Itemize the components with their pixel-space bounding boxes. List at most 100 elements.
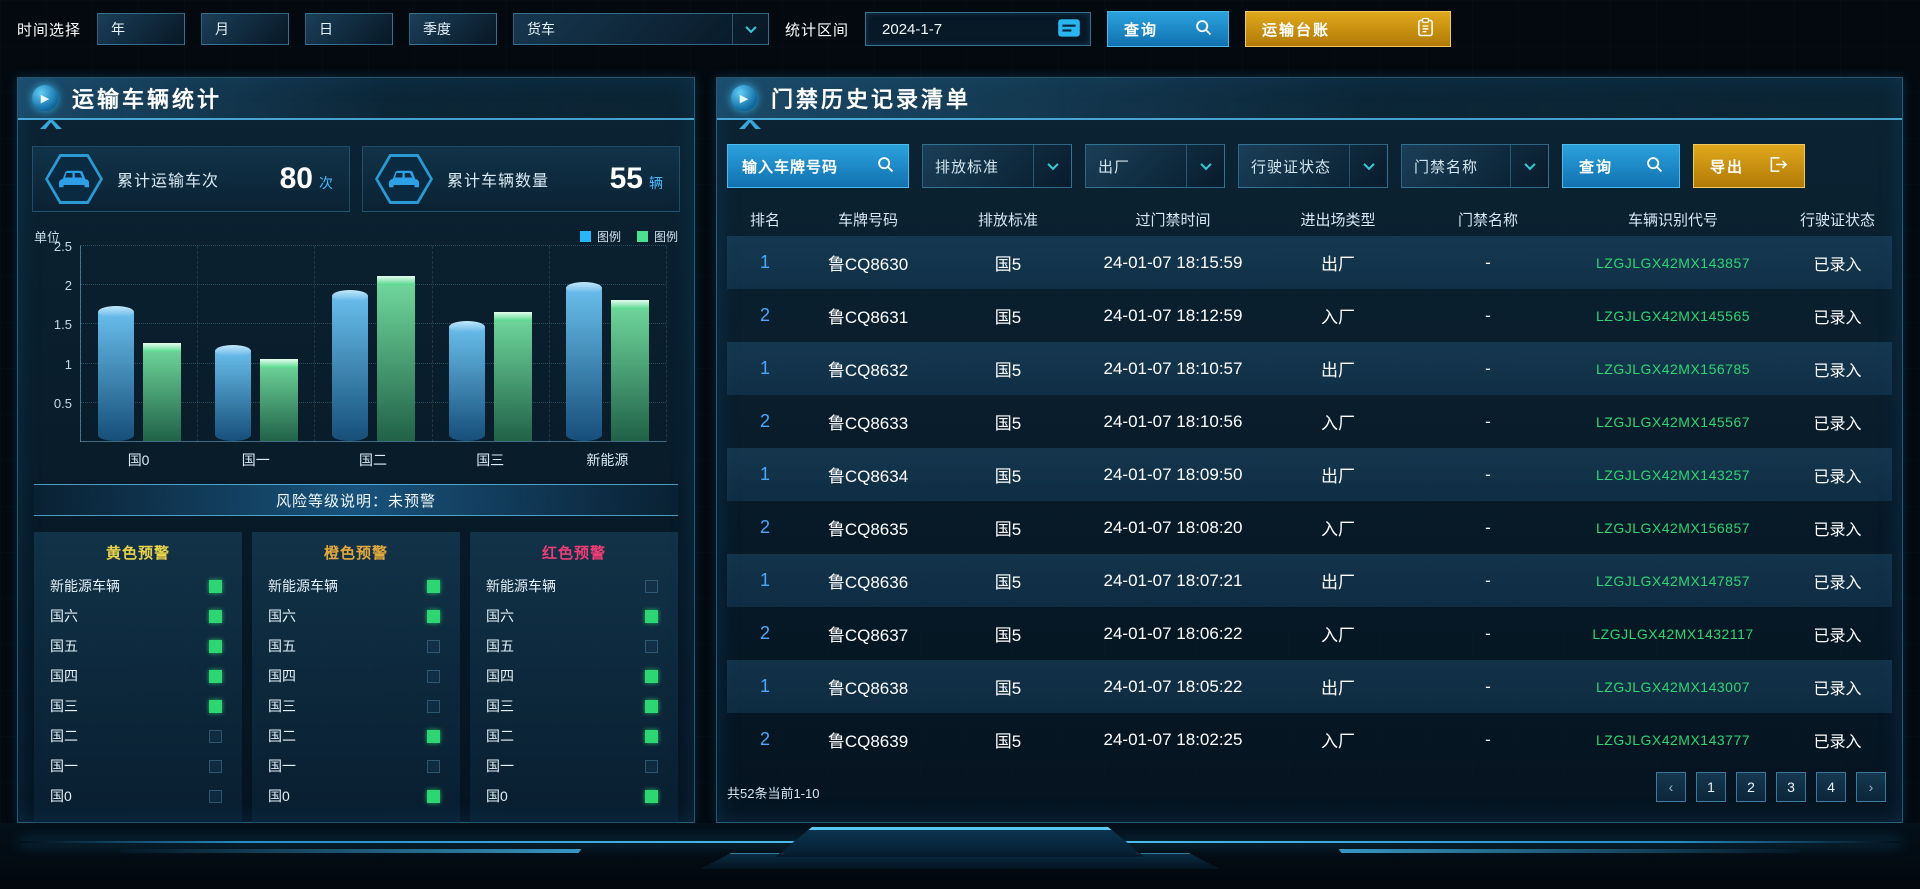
warning-checkbox[interactable] [209, 609, 222, 623]
warning-checkbox[interactable] [427, 759, 440, 773]
warning-checkbox[interactable] [427, 579, 440, 593]
table-row[interactable]: 1 鲁CQ8634 国5 24-01-07 18:09:50 出厂 - LZGJLGX42M… [727, 448, 1892, 501]
cell-time: 24-01-07 18:15:59 [1103, 252, 1243, 272]
pagination-page-3[interactable]: 3 [1776, 772, 1806, 802]
pagination-prev[interactable]: ‹ [1656, 772, 1686, 802]
export-button[interactable]: 导出 [1693, 144, 1805, 188]
warning-row: 国0 [470, 781, 678, 811]
car-icon [45, 154, 103, 204]
cell-standard: 国5 [994, 520, 1022, 539]
warning-label: 国五 [486, 638, 514, 654]
cell-gatename: - [1485, 411, 1491, 431]
legend-swatch [579, 230, 591, 242]
filter-dropdown-0[interactable]: 排放标准 [922, 144, 1072, 188]
right-panel-header: ▶ 门禁历史记录清单 [717, 78, 1902, 120]
warning-checkbox[interactable] [645, 729, 658, 743]
pagination-page-1[interactable]: 1 [1696, 772, 1726, 802]
cell-gatetype: 出厂 [1321, 361, 1355, 380]
cell-standard: 国5 [994, 414, 1022, 433]
date-input[interactable]: 2024-1-7 [865, 12, 1092, 46]
table-row[interactable]: 1 鲁CQ8638 国5 24-01-07 18:05:22 出厂 - LZGJLGX42M… [727, 660, 1892, 713]
clipboard-icon [1417, 17, 1434, 41]
stat-value: 55 辆 [610, 162, 663, 196]
filter-dropdown-2[interactable]: 行驶证状态 [1238, 144, 1388, 188]
warning-checkbox[interactable] [645, 669, 658, 683]
warning-checkbox[interactable] [209, 759, 222, 773]
pagination-page-2[interactable]: 2 [1736, 772, 1766, 802]
table-row[interactable]: 2 鲁CQ8631 国5 24-01-07 18:12:59 入厂 - LZGJLGX42M… [727, 289, 1892, 342]
warning-checkbox[interactable] [427, 729, 440, 743]
cell-gatetype: 入厂 [1321, 414, 1355, 433]
warning-row: 国0 [34, 781, 242, 811]
warning-checkbox[interactable] [645, 699, 658, 713]
cell-vin: LZGJLGX42MX143007 [1595, 678, 1751, 695]
cell-gatetype: 出厂 [1321, 467, 1355, 486]
column-header: 行驶证状态 [1799, 211, 1875, 229]
filter-query-button[interactable]: 查询 [1562, 144, 1680, 188]
time-button-3[interactable]: 季度 [409, 13, 498, 45]
chevron-down-icon [1510, 145, 1548, 187]
warning-checkbox[interactable] [427, 789, 440, 803]
cell-vin: LZGJLGX42MX143257 [1595, 466, 1751, 483]
chart-bar-green [142, 343, 181, 441]
time-button-1[interactable]: 月 [201, 13, 290, 45]
pagination-page-4[interactable]: 4 [1816, 772, 1846, 802]
filter-dropdown-3[interactable]: 门禁名称 [1401, 144, 1549, 188]
table-row[interactable]: 2 鲁CQ8639 国5 24-01-07 18:02:25 入厂 - LZGJLGX42M… [727, 713, 1892, 766]
table-row[interactable]: 2 鲁CQ8635 国5 24-01-07 18:08:20 入厂 - LZGJLGX42M… [727, 501, 1892, 554]
time-button-0[interactable]: 年 [97, 13, 186, 45]
x-category-label: 国二 [359, 452, 387, 468]
warning-checkbox[interactable] [209, 669, 222, 683]
vehicle-type-value: 货车 [527, 21, 556, 37]
cell-gatename: - [1485, 305, 1491, 325]
cell-plate: 鲁CQ8636 [827, 573, 909, 592]
warning-row: 国四 [470, 661, 678, 691]
warning-checkbox[interactable] [645, 609, 658, 623]
cell-standard: 国5 [994, 626, 1022, 645]
warning-checkbox[interactable] [209, 789, 222, 803]
table-row[interactable]: 1 鲁CQ8630 国5 24-01-07 18:15:59 出厂 - LZGJLGX42M… [727, 236, 1892, 289]
warning-checkbox[interactable] [645, 759, 658, 773]
chart-vline [197, 246, 199, 442]
warning-row: 国二 [34, 721, 242, 751]
chevron-down-icon [1349, 145, 1387, 187]
warning-checkbox[interactable] [209, 579, 222, 593]
plate-search-input[interactable]: 输入车牌号码 [727, 144, 909, 188]
warning-checkbox[interactable] [427, 639, 440, 653]
warning-checkbox[interactable] [427, 669, 440, 683]
pagination-next[interactable]: › [1856, 772, 1886, 802]
warning-checkbox[interactable] [645, 789, 658, 803]
cell-standard: 国5 [994, 308, 1022, 327]
filter-dropdown-1[interactable]: 出厂 [1085, 144, 1225, 188]
warning-label: 国一 [268, 758, 296, 774]
warning-checkbox[interactable] [209, 639, 222, 653]
column-header: 过门禁时间 [1135, 211, 1211, 229]
cell-gatename: - [1485, 517, 1491, 537]
records-table: 排名 车牌号码 排放标准 过门禁时间 进出场类型 门禁名称 车辆识别代号 行驶证状态 1 鲁CQ… [727, 202, 1892, 766]
left-panel: ▶ 运输车辆统计 累计运输车次 80 次 累计车辆数量 55 辆 单位 图例 图例 0.5 1 1.… [17, 77, 695, 823]
vehicle-type-select[interactable]: 货车 [513, 13, 770, 45]
table-row[interactable]: 2 鲁CQ8633 国5 24-01-07 18:10:56 入厂 - LZGJLGX42M… [727, 395, 1892, 448]
cell-gatename: - [1485, 570, 1491, 590]
right-panel: ▶ 门禁历史记录清单 输入车牌号码 排放标准 出厂 行驶证状态 门禁名称 查询 导出 … [716, 77, 1903, 823]
warning-checkbox[interactable] [427, 699, 440, 713]
warning-checkbox[interactable] [209, 699, 222, 713]
table-row[interactable]: 2 鲁CQ8637 国5 24-01-07 18:06:22 入厂 - LZGJLGX42M… [727, 607, 1892, 660]
table-row[interactable]: 1 鲁CQ8636 国5 24-01-07 18:07:21 出厂 - LZGJLGX42M… [727, 554, 1892, 607]
warning-column-1: 橙色预警 新能源车辆 国六 国五 国四 国三 国二 国一 国0 [252, 532, 460, 823]
table-row[interactable]: 1 鲁CQ8632 国5 24-01-07 18:10:57 出厂 - LZGJLGX42M… [727, 342, 1892, 395]
warning-checkbox[interactable] [209, 729, 222, 743]
chart-plot: 0.5 1 1.5 2 2.5 国0 国一 国二 国三 新能源 [34, 239, 680, 470]
time-button-2[interactable]: 日 [305, 13, 394, 45]
warning-checkbox[interactable] [645, 639, 658, 653]
warning-checkbox[interactable] [427, 609, 440, 623]
transport-ledger-button[interactable]: 运输台账 [1245, 11, 1452, 47]
cell-standard: 国5 [994, 732, 1022, 751]
y-tick-label: 0.5 [53, 395, 72, 411]
query-button[interactable]: 查询 [1107, 11, 1230, 47]
cell-status: 已录入 [1813, 362, 1862, 380]
warning-columns: 黄色预警 新能源车辆 国六 国五 国四 国三 国二 国一 国0 橙色预警 新能源车辆 国六 国五 国四 国三… [18, 516, 694, 823]
cell-status: 已录入 [1813, 680, 1862, 698]
chart-vline [314, 246, 316, 442]
warning-checkbox[interactable] [645, 579, 658, 593]
